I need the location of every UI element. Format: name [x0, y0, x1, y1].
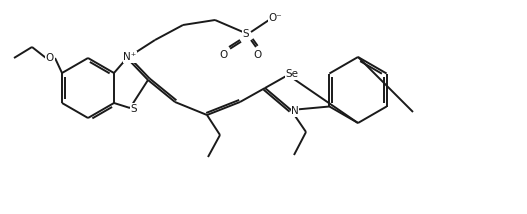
Text: O: O: [46, 53, 54, 63]
Text: O⁻: O⁻: [268, 13, 282, 23]
Text: N⁺: N⁺: [123, 52, 136, 62]
Text: O: O: [219, 50, 227, 60]
Text: S: S: [131, 104, 138, 114]
Text: O: O: [254, 50, 262, 60]
Text: S: S: [243, 29, 249, 39]
Text: Se: Se: [286, 69, 298, 79]
Text: N: N: [291, 106, 299, 116]
